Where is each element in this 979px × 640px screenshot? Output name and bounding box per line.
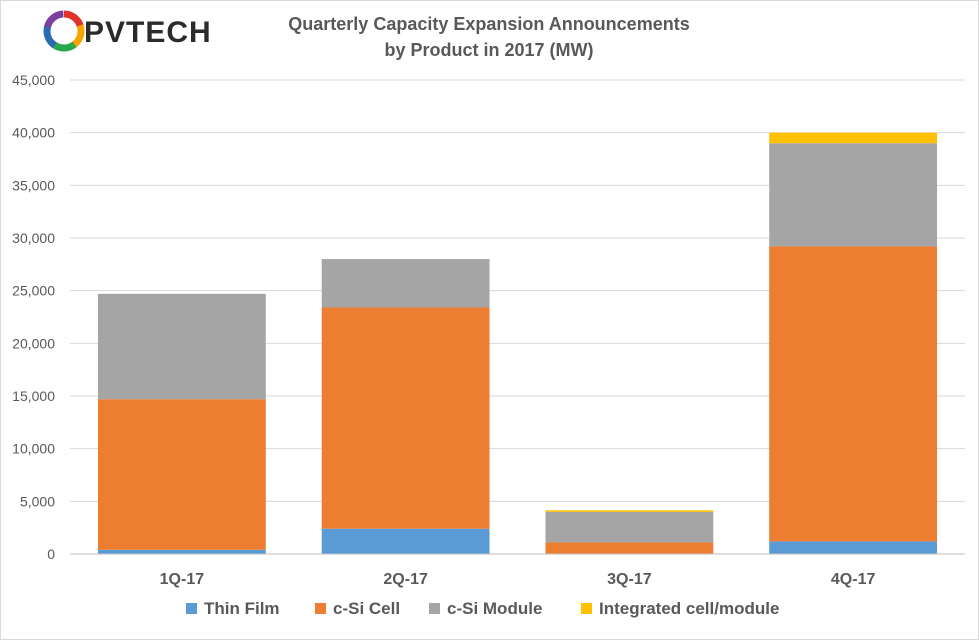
y-tick-label: 0	[47, 546, 55, 562]
y-tick-label: 10,000	[12, 441, 55, 457]
x-tick-label: 2Q-17	[383, 571, 428, 588]
legend-label: c-Si Cell	[333, 599, 400, 618]
bar-segment-thin-film-1q-17	[97, 549, 266, 554]
y-tick-label: 15,000	[12, 388, 55, 404]
legend-label: Integrated cell/module	[599, 599, 779, 618]
bar-segment-thin-film-4q-17	[769, 541, 938, 554]
bar-segment-c-si-module-2q-17	[321, 259, 490, 308]
y-tick-label: 30,000	[12, 230, 55, 246]
bar-segment-c-si-cell-1q-17	[97, 399, 266, 550]
bar-segment-thin-film-2q-17	[321, 528, 490, 554]
bar-segment-c-si-module-4q-17	[769, 143, 938, 247]
x-tick-label: 1Q-17	[160, 571, 205, 588]
bar-segment-integrated-cell-module-4q-17	[769, 132, 938, 144]
bar-segment-c-si-cell-4q-17	[769, 246, 938, 542]
bars	[97, 132, 938, 554]
y-tick-label: 45,000	[12, 72, 55, 88]
logo-ring-icon	[43, 10, 85, 52]
chart-title-line-1: Quarterly Capacity Expansion Announcemen…	[288, 14, 689, 34]
legend-label: Thin Film	[204, 599, 280, 618]
bar-segment-c-si-cell-3q-17	[545, 542, 714, 554]
chart-title-line-2: by Product in 2017 (MW)	[384, 40, 593, 60]
legend-label: c-Si Module	[447, 599, 542, 618]
logo-text: PVTECH	[84, 16, 212, 49]
bar-segment-integrated-cell-module-3q-17	[545, 510, 714, 512]
legend-swatch	[581, 603, 592, 614]
x-tick-label: 3Q-17	[607, 571, 652, 588]
bar-segment-c-si-module-3q-17	[545, 511, 714, 543]
legend-swatch	[186, 603, 197, 614]
y-tick-label: 40,000	[12, 125, 55, 141]
legend: Thin Film c-Si Cell c-Si Module Integrated …	[186, 599, 779, 618]
y-tick-label: 20,000	[12, 335, 55, 351]
bar-segment-c-si-module-1q-17	[97, 293, 266, 400]
x-tick-label: 4Q-17	[831, 571, 876, 588]
y-tick-label: 35,000	[12, 177, 55, 193]
x-axis: 1Q-17 2Q-17 3Q-17 4Q-17	[70, 553, 965, 588]
y-axis-ticks: 0 5,000 10,000 15,000 20,000 25,000 30,000 35,0…	[12, 72, 55, 562]
y-tick-label: 5,000	[20, 493, 55, 509]
y-tick-label: 25,000	[12, 283, 55, 299]
pvtech-logo: PVTECH	[43, 10, 212, 52]
bar-segment-c-si-cell-2q-17	[321, 307, 490, 529]
legend-swatch	[315, 603, 326, 614]
legend-swatch	[429, 603, 440, 614]
